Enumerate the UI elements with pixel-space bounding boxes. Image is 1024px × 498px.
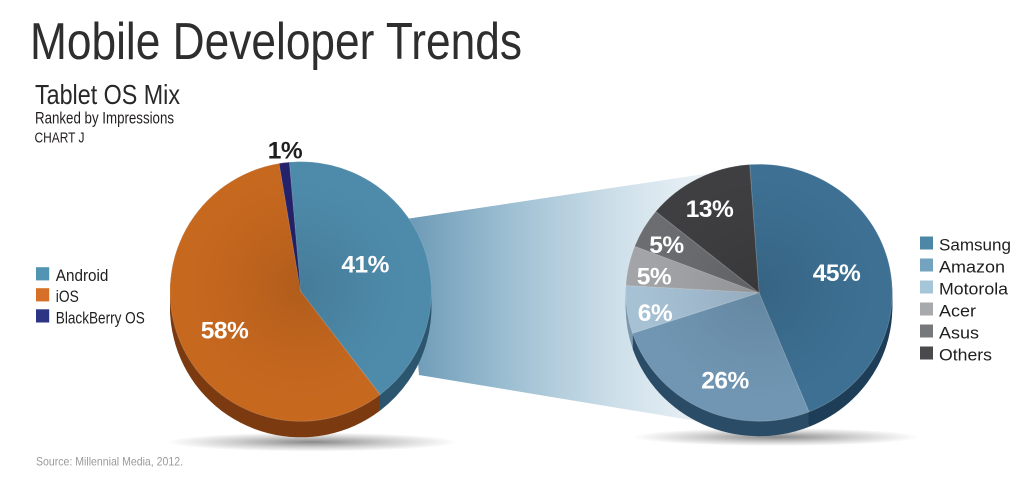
svg-text:Ranked by Impressions: Ranked by Impressions	[35, 109, 174, 128]
svg-text:Tablet OS Mix: Tablet OS Mix	[35, 79, 180, 110]
svg-text:45%: 45%	[813, 260, 861, 287]
svg-text:BlackBerry OS: BlackBerry OS	[56, 309, 145, 327]
svg-text:iOS: iOS	[56, 288, 79, 306]
svg-text:58%: 58%	[201, 318, 249, 345]
svg-text:Amazon: Amazon	[939, 258, 1005, 276]
svg-text:5%: 5%	[637, 263, 672, 290]
svg-text:Android: Android	[56, 267, 109, 285]
svg-text:13%: 13%	[686, 196, 734, 223]
svg-text:41%: 41%	[341, 251, 389, 278]
svg-text:CHART J: CHART J	[35, 131, 85, 147]
svg-text:Asus: Asus	[939, 324, 979, 342]
svg-text:Mobile Developer Trends: Mobile Developer Trends	[30, 13, 522, 71]
svg-text:26%: 26%	[701, 367, 749, 394]
svg-text:Samsung: Samsung	[939, 236, 1011, 254]
svg-text:Motorola: Motorola	[939, 280, 1009, 298]
svg-text:1%: 1%	[268, 138, 303, 165]
svg-text:Source: Millennial Media, 2012: Source: Millennial Media, 2012.	[36, 455, 183, 469]
svg-text:5%: 5%	[649, 232, 684, 259]
svg-text:6%: 6%	[638, 300, 673, 327]
svg-text:Others: Others	[939, 346, 992, 364]
svg-text:Acer: Acer	[939, 302, 977, 320]
